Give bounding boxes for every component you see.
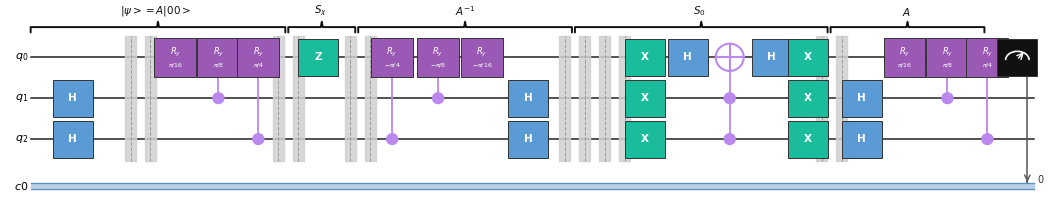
Text: $q_1$: $q_1$ bbox=[16, 92, 28, 104]
Text: X: X bbox=[804, 52, 811, 62]
Text: $S_0$: $S_0$ bbox=[694, 4, 706, 18]
FancyBboxPatch shape bbox=[298, 39, 338, 76]
Text: $\pi/8$: $\pi/8$ bbox=[213, 61, 224, 69]
Text: H: H bbox=[767, 52, 776, 62]
FancyBboxPatch shape bbox=[508, 121, 548, 158]
Text: $R_y$: $R_y$ bbox=[982, 46, 993, 59]
Text: X: X bbox=[804, 134, 811, 144]
Text: H: H bbox=[523, 93, 533, 103]
Circle shape bbox=[724, 134, 736, 144]
Text: $A$: $A$ bbox=[902, 6, 911, 18]
Text: $R_y$: $R_y$ bbox=[432, 46, 444, 59]
Text: $\pi/4$: $\pi/4$ bbox=[982, 61, 993, 69]
Text: $R_y$: $R_y$ bbox=[476, 46, 488, 59]
FancyBboxPatch shape bbox=[417, 38, 459, 77]
Text: H: H bbox=[68, 134, 77, 144]
Text: $q_2$: $q_2$ bbox=[16, 133, 28, 145]
FancyBboxPatch shape bbox=[967, 38, 1008, 77]
Circle shape bbox=[387, 134, 397, 144]
FancyBboxPatch shape bbox=[997, 39, 1037, 76]
Text: $\pi/8$: $\pi/8$ bbox=[942, 61, 953, 69]
Text: $-\pi/16$: $-\pi/16$ bbox=[472, 61, 492, 69]
Text: $R_y$: $R_y$ bbox=[212, 46, 224, 59]
FancyBboxPatch shape bbox=[238, 38, 280, 77]
FancyBboxPatch shape bbox=[625, 39, 665, 76]
FancyBboxPatch shape bbox=[461, 38, 503, 77]
Text: $c0$: $c0$ bbox=[15, 180, 28, 192]
Text: $R_y$: $R_y$ bbox=[170, 46, 181, 59]
Text: $S_{\chi}$: $S_{\chi}$ bbox=[313, 4, 327, 18]
FancyBboxPatch shape bbox=[787, 39, 827, 76]
Circle shape bbox=[213, 93, 224, 104]
FancyBboxPatch shape bbox=[787, 121, 827, 158]
Circle shape bbox=[942, 93, 953, 104]
FancyBboxPatch shape bbox=[787, 80, 827, 117]
Text: X: X bbox=[641, 93, 648, 103]
FancyBboxPatch shape bbox=[154, 38, 197, 77]
Circle shape bbox=[724, 93, 736, 104]
Text: $A^{-1}$: $A^{-1}$ bbox=[455, 4, 475, 18]
Text: $\pi/4$: $\pi/4$ bbox=[252, 61, 264, 69]
FancyBboxPatch shape bbox=[625, 121, 665, 158]
FancyBboxPatch shape bbox=[53, 80, 92, 117]
Text: $R_y$: $R_y$ bbox=[899, 46, 910, 59]
Text: H: H bbox=[523, 134, 533, 144]
FancyBboxPatch shape bbox=[927, 38, 968, 77]
Text: Z: Z bbox=[314, 52, 322, 62]
FancyBboxPatch shape bbox=[842, 80, 882, 117]
Text: $\pi/16$: $\pi/16$ bbox=[168, 61, 183, 69]
Text: H: H bbox=[858, 93, 866, 103]
Text: $\pi/16$: $\pi/16$ bbox=[897, 61, 912, 69]
Circle shape bbox=[982, 134, 993, 144]
Text: H: H bbox=[68, 93, 77, 103]
FancyBboxPatch shape bbox=[625, 80, 665, 117]
Text: H: H bbox=[683, 52, 693, 62]
FancyBboxPatch shape bbox=[198, 38, 240, 77]
FancyBboxPatch shape bbox=[667, 39, 707, 76]
Text: $|\psi>=A|00>$: $|\psi>=A|00>$ bbox=[120, 4, 191, 18]
FancyBboxPatch shape bbox=[53, 121, 92, 158]
Text: H: H bbox=[858, 134, 866, 144]
Text: $-\pi/4$: $-\pi/4$ bbox=[384, 61, 400, 69]
Text: X: X bbox=[641, 134, 648, 144]
Text: $R_y$: $R_y$ bbox=[942, 46, 953, 59]
Text: X: X bbox=[804, 93, 811, 103]
FancyBboxPatch shape bbox=[884, 38, 926, 77]
Text: $R_y$: $R_y$ bbox=[387, 46, 398, 59]
Circle shape bbox=[253, 134, 264, 144]
Circle shape bbox=[433, 93, 444, 104]
FancyBboxPatch shape bbox=[371, 38, 413, 77]
FancyBboxPatch shape bbox=[751, 39, 791, 76]
Text: $R_y$: $R_y$ bbox=[252, 46, 264, 59]
FancyBboxPatch shape bbox=[842, 121, 882, 158]
Text: X: X bbox=[641, 52, 648, 62]
FancyBboxPatch shape bbox=[508, 80, 548, 117]
Text: $-\pi/8$: $-\pi/8$ bbox=[430, 61, 447, 69]
Text: 0: 0 bbox=[1037, 175, 1044, 185]
Text: $q_0$: $q_0$ bbox=[15, 51, 28, 63]
